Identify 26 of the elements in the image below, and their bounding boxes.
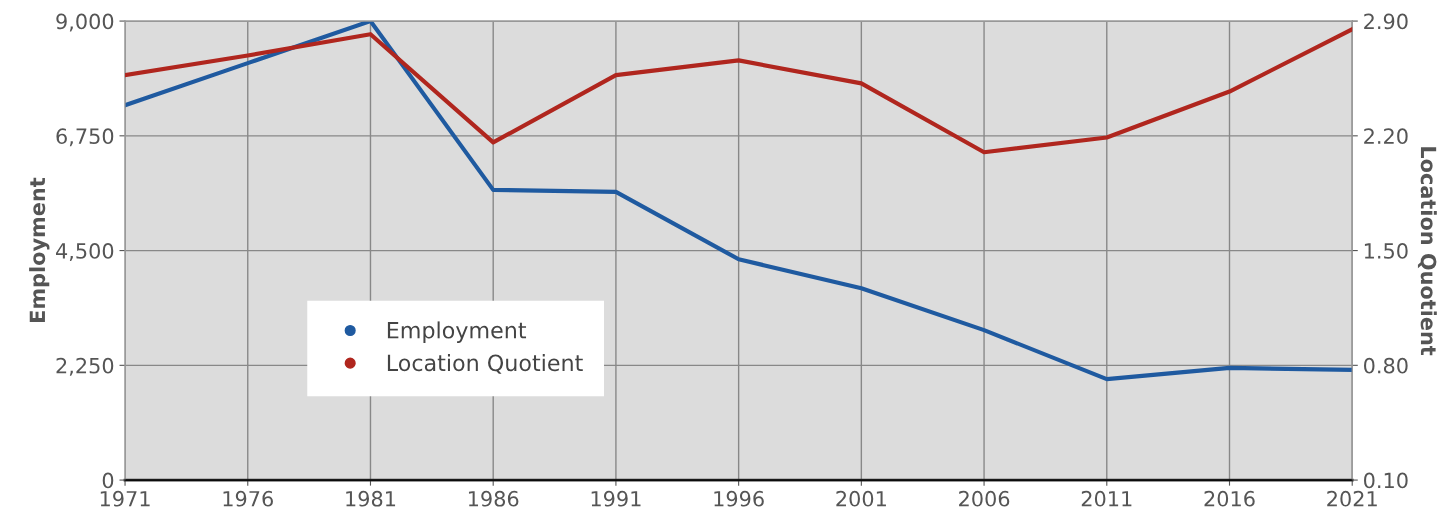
y2-axis-title: Location Quotient <box>1417 147 1437 356</box>
x-tick-label: 2006 <box>959 490 1010 507</box>
x-tick-label: 2011 <box>1081 490 1132 507</box>
y-tick-label: 2,250 <box>56 357 114 376</box>
line-series <box>125 27 1353 155</box>
x-tick-label: 1996 <box>714 490 764 507</box>
y2-tick-label: 2.90 <box>1364 13 1408 30</box>
y2-tick-label: 0.10 <box>1364 472 1408 489</box>
y-tick-label: 6,750 <box>56 128 114 147</box>
x-tick-label: 1991 <box>591 490 641 507</box>
y2-tick-label: 2.20 <box>1364 128 1408 145</box>
y2-tick-label: 0.80 <box>1364 357 1408 374</box>
y-axis-title: Employment <box>29 177 50 322</box>
y-tick-label: 4,500 <box>56 243 114 261</box>
legend-label: Employment <box>387 321 527 343</box>
y-tick-label: 9,000 <box>56 13 114 32</box>
x-tick-label: 2021 <box>1327 490 1377 507</box>
x-tick-label: 1971 <box>100 490 150 507</box>
x-tick-label: 1986 <box>468 490 519 507</box>
y-tick-label: 0 <box>102 472 114 489</box>
x-tick-label: 2001 <box>836 490 886 507</box>
x-tick-label: 2016 <box>1204 490 1255 507</box>
x-tick-label: 1981 <box>346 490 396 507</box>
legend-label: Location Quotient <box>387 354 583 374</box>
x-tick-label: 1976 <box>223 490 273 507</box>
y2-tick-label: 1.50 <box>1364 243 1408 259</box>
